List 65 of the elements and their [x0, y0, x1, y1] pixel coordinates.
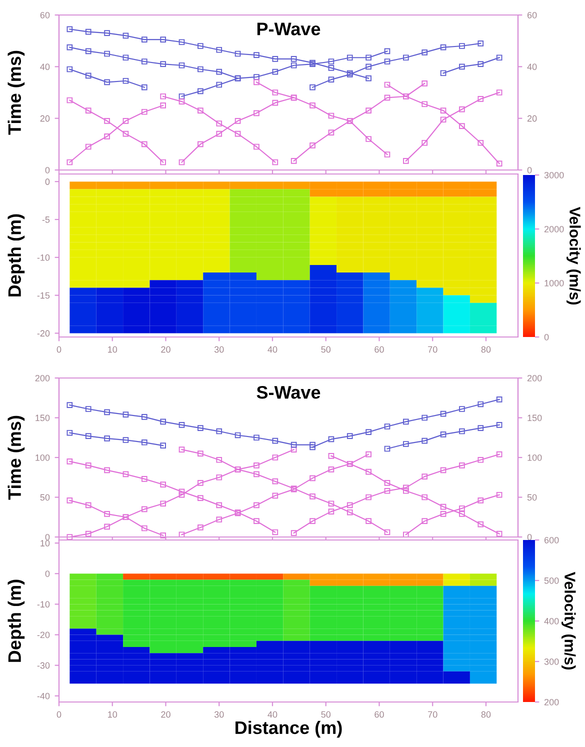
- x-tick-label: 30: [214, 711, 224, 718]
- color-bar-title: Velocity (m/s): [566, 206, 581, 304]
- y-tick-label: 40: [40, 64, 50, 70]
- x-tick-label: 20: [161, 346, 170, 353]
- y-tick-label: 20: [40, 115, 50, 122]
- x-tick-label: 20: [161, 711, 170, 718]
- y-tick-label: 10: [40, 540, 50, 546]
- color-bar-title: Velocity (m/s): [562, 572, 576, 670]
- y-tick-label: -30: [37, 662, 50, 669]
- y-tick-label: -40: [37, 692, 50, 700]
- x-tick-label: 0: [56, 346, 62, 353]
- y-axis-title: Time (ms): [8, 416, 25, 500]
- x-tick-label: 40: [268, 346, 278, 353]
- y-tick-label: 60: [40, 12, 50, 18]
- x-tick-label: 60: [374, 346, 384, 353]
- x-tick-label: 70: [428, 346, 438, 353]
- x-tick-label: 50: [321, 346, 331, 353]
- x-tick-label: 50: [321, 711, 331, 718]
- y2-tick-label: 0: [527, 166, 532, 174]
- color-bar-label: 400: [544, 618, 559, 624]
- color-bar-label: 3000: [544, 172, 564, 178]
- y2-tick-label: 0: [527, 534, 532, 540]
- y-tick-label: 0: [45, 534, 50, 540]
- y-tick-label: 100: [36, 454, 50, 461]
- y2-tick-label: 200: [527, 374, 542, 382]
- chart-title: P-Wave: [257, 22, 320, 36]
- y-tick-label: -10: [37, 601, 50, 608]
- color-bar-label: 1000: [544, 280, 564, 286]
- y2-tick-label: 20: [527, 115, 537, 122]
- x-tick-label: 80: [481, 711, 491, 718]
- color-bar-label: 2000: [544, 226, 564, 232]
- y-tick-label: -20: [37, 330, 50, 337]
- y-tick-label: 150: [36, 414, 50, 422]
- color-bar-label: 300: [544, 658, 559, 665]
- x-tick-label: 40: [268, 711, 278, 718]
- x-tick-label: 10: [108, 346, 118, 353]
- color-bar-label: 600: [544, 536, 559, 544]
- y-axis-title: Time (ms): [8, 50, 25, 135]
- color-bar-label: 500: [544, 577, 559, 584]
- y-tick-label: 200: [35, 374, 50, 382]
- y2-tick-label: 40: [527, 64, 537, 70]
- x-tick-label: 70: [428, 711, 438, 718]
- y-axis-title: Depth (m): [8, 580, 25, 662]
- x-tick-label: 0: [56, 711, 62, 718]
- x-tick-label: 80: [481, 346, 491, 353]
- x-tick-label: 60: [374, 711, 384, 718]
- y-tick-label: -20: [37, 632, 50, 638]
- color-bar-label: 200: [544, 698, 559, 706]
- x-axis-title: Distance (m): [236, 720, 342, 738]
- y-tick-label: -5: [42, 216, 50, 223]
- y-tick-label: 50: [40, 494, 50, 501]
- x-tick-label: 30: [214, 346, 224, 353]
- y2-tick-label: 50: [527, 494, 537, 501]
- y2-tick-label: 100: [528, 454, 542, 461]
- y2-tick-label: 150: [528, 414, 542, 422]
- x-tick-label: 10: [108, 711, 118, 718]
- y-tick-label: 0: [45, 178, 50, 185]
- y-tick-label: 0: [45, 166, 50, 174]
- color-bar-label: 0: [544, 334, 549, 340]
- chart-title: S-Wave: [256, 386, 320, 399]
- y-tick-label: 0: [45, 570, 50, 577]
- y-axis-title: Depth (m): [8, 214, 25, 296]
- y-tick-label: -15: [37, 292, 50, 299]
- y2-tick-label: 60: [527, 12, 537, 18]
- y-tick-label: -10: [37, 254, 50, 261]
